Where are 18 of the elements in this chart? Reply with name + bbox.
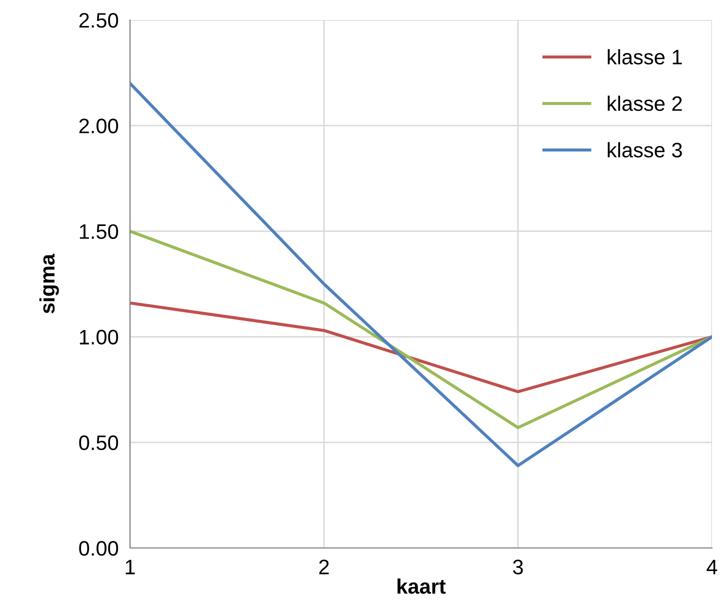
y-tick-label: 1.50: [80, 224, 118, 239]
line-series: [130, 230, 712, 430]
x-tick-label: 3: [513, 560, 523, 574]
y-tick-label: 1.00: [80, 330, 118, 345]
y-tick-label: 2.00: [79, 118, 118, 134]
y-tick-label: 0.50: [79, 435, 118, 450]
legend-label: klasse 1: [608, 49, 682, 64]
legend-label: klasse 2: [608, 96, 682, 111]
line-series: [130, 301, 712, 394]
y-axis-title: sigma: [39, 254, 59, 314]
x-tick-label: 1: [126, 560, 135, 574]
x-tick-label: 2: [319, 560, 329, 574]
line-series: [130, 82, 712, 468]
x-axis-title: kaart: [398, 578, 446, 594]
x-tick-label: 4: [706, 560, 718, 574]
legend-label: klasse 3: [608, 142, 682, 158]
y-tick-label: 2.50: [79, 13, 118, 28]
y-tick-label: 0.00: [79, 541, 118, 556]
